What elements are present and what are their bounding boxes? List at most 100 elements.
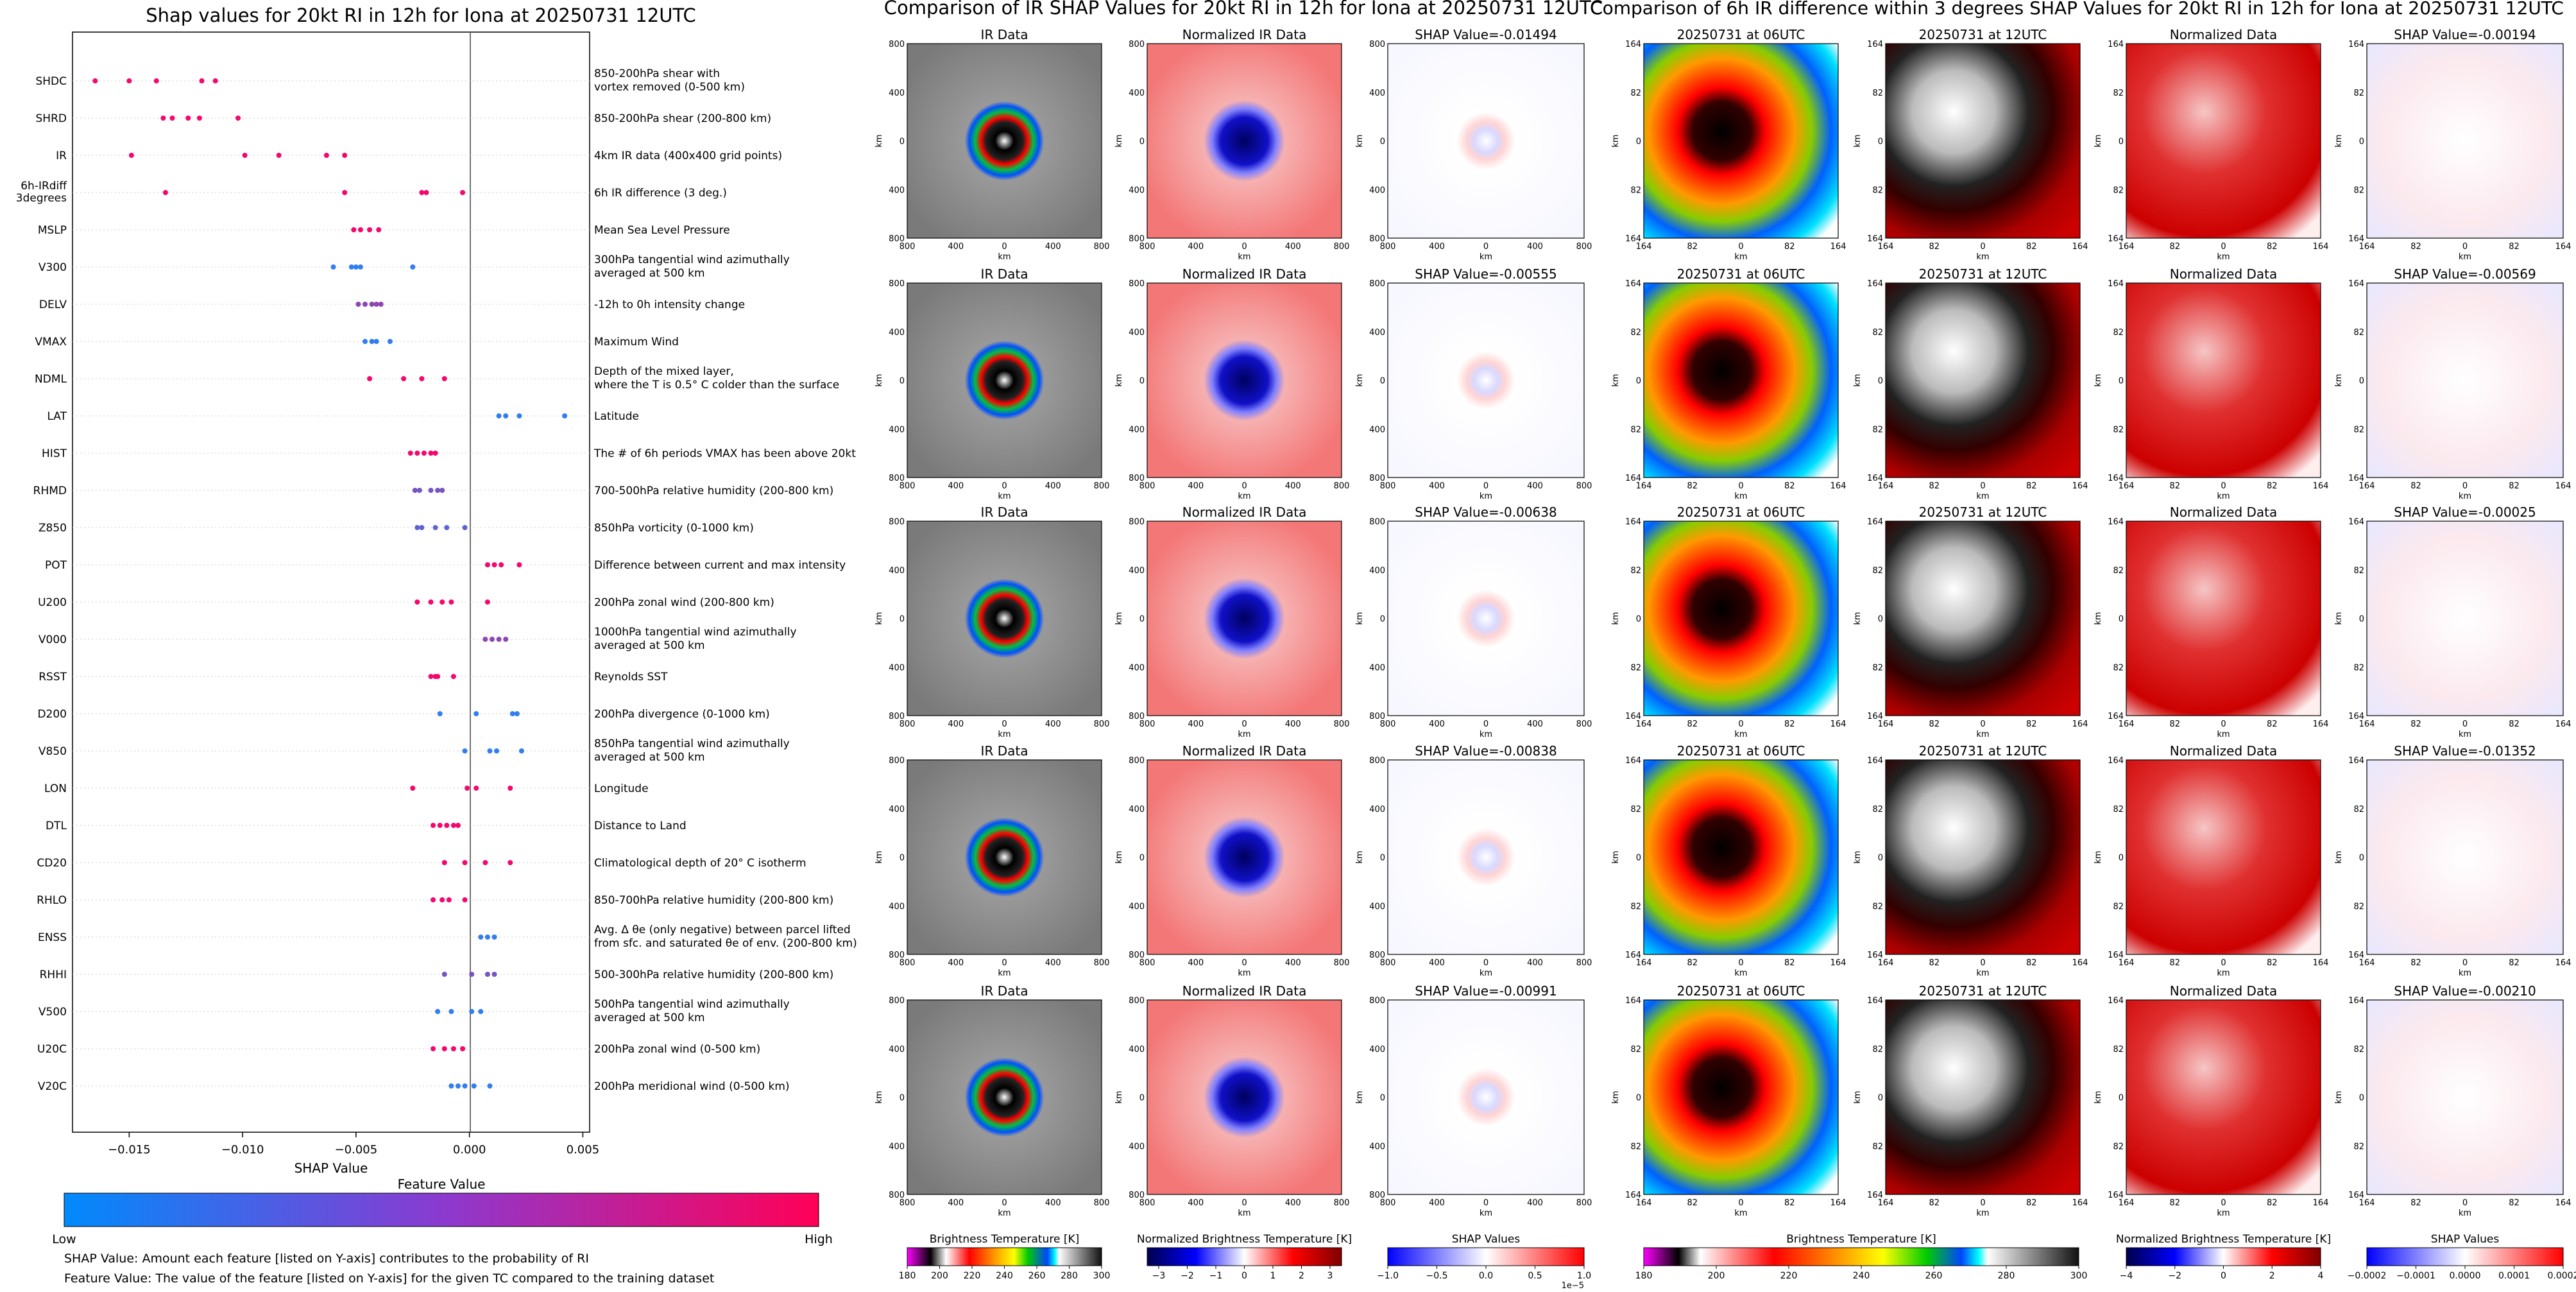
shap-point: [492, 972, 497, 977]
y-tick-label: 0: [2359, 137, 2364, 147]
feature-description: Longitude: [594, 782, 649, 795]
x-tick-label: 82: [2026, 719, 2037, 729]
x-tick-label: 82: [1784, 719, 1795, 729]
colorbar-tick-label: 180: [899, 1271, 916, 1281]
panel-title: IR Data: [981, 504, 1028, 520]
feature-description: 6h IR difference (3 deg.): [594, 187, 727, 200]
x-tick-label: 164: [2555, 958, 2572, 968]
shap-point: [342, 190, 347, 195]
x-tick-label: 82: [1929, 958, 1940, 968]
x-tick-label: 0: [2221, 719, 2226, 729]
shap-point: [422, 451, 427, 456]
shap-point: [367, 376, 372, 381]
y-axis-label: km: [1355, 134, 1365, 147]
x-tick-label: 164: [2072, 719, 2088, 729]
x-tick-label: 0: [1002, 1198, 1007, 1208]
shap-point: [243, 153, 248, 158]
x-tick-label: 0: [2221, 242, 2226, 252]
y-axis-label: km: [874, 134, 884, 147]
x-tick-label: 82: [2410, 719, 2421, 729]
y-tick-label: 164: [2348, 279, 2364, 289]
y-tick-label: 164: [1867, 756, 1883, 766]
colorbar-tick-label: 260: [1925, 1271, 1943, 1281]
x-tick-label: 0: [1002, 958, 1007, 968]
shap-point: [478, 935, 483, 940]
shap-point: [451, 674, 456, 679]
x-axis-label: km: [2217, 492, 2230, 501]
y-tick-label: 0: [1636, 854, 1641, 863]
y-tick-label: 82: [2113, 902, 2124, 911]
y-tick-label: 400: [1369, 89, 1385, 98]
shap-point: [510, 711, 515, 716]
y-tick-label: 800: [1369, 474, 1385, 483]
x-tick-label: 82: [2410, 481, 2421, 491]
y-tick-label: 400: [1129, 663, 1145, 673]
shap-point: [465, 786, 470, 791]
y-tick-label: 0: [1636, 1094, 1641, 1103]
feature-description: 200hPa divergence (0-1000 km): [594, 708, 770, 721]
x-tick-label: 0: [1483, 719, 1488, 729]
x-tick-label: 164: [2313, 1198, 2329, 1208]
feature-label: SHDC: [35, 75, 67, 88]
shap-point: [478, 1009, 483, 1014]
x-tick-label: 400: [948, 242, 964, 252]
feature-label: V850: [38, 745, 67, 758]
y-tick-label: 164: [1625, 996, 1641, 1006]
x-tick-label: 0: [1002, 242, 1007, 252]
y-tick-label: 82: [2353, 663, 2364, 673]
shap-point: [438, 823, 443, 828]
y-tick-label: 0: [2119, 615, 2124, 624]
y-tick-label: 400: [1369, 1142, 1385, 1151]
feature-label: ENSS: [38, 931, 67, 944]
y-tick-label: 400: [1369, 425, 1385, 435]
x-axis-label: km: [1480, 730, 1492, 739]
x-axis-label: km: [1734, 492, 1747, 501]
feature-label: U200: [38, 596, 67, 609]
y-axis-label: km: [2334, 612, 2344, 624]
y-axis-label: km: [2334, 850, 2344, 863]
colorbar-swatch: [1388, 1248, 1584, 1266]
x-tick-label: 164: [2313, 958, 2329, 968]
shap-point: [129, 153, 134, 158]
shap-point: [516, 562, 522, 567]
y-tick-label: 400: [889, 566, 905, 576]
feature-label: V20C: [38, 1080, 67, 1093]
x-tick-label: 164: [2072, 242, 2088, 252]
heatmap-image: [1388, 760, 1584, 954]
x-tick-label: 82: [2267, 481, 2278, 491]
x-tick-label: 0: [1483, 1198, 1488, 1208]
x-tick-label: 82: [1929, 719, 1940, 729]
x-tick-label: 82: [2169, 242, 2180, 252]
x-tick-label: 82: [2026, 242, 2037, 252]
panel-title: 20250731 at 12UTC: [1919, 743, 2047, 759]
panel-title: SHAP Value=-0.01352: [2394, 743, 2536, 759]
x-axis-label: km: [1976, 1209, 1989, 1218]
heatmap-image: [2126, 44, 2321, 238]
shap-point: [423, 190, 429, 195]
x-tick-label: 82: [2026, 958, 2037, 968]
x-tick-label: 164: [2072, 958, 2088, 968]
panel-title: Normalized IR Data: [1182, 266, 1307, 282]
y-tick-label: 164: [2348, 756, 2364, 766]
y-tick-label: 0: [1636, 377, 1641, 386]
panel-title: Normalized IR Data: [1182, 983, 1307, 999]
y-tick-label: 164: [2108, 40, 2124, 49]
colorbar-tick-label: 220: [964, 1271, 981, 1281]
shap-point: [439, 599, 445, 605]
y-tick-label: 400: [889, 1045, 905, 1055]
x-tick-label: 0: [1241, 481, 1247, 491]
heatmap-image: [1147, 521, 1342, 716]
y-tick-label: 82: [2113, 425, 2124, 435]
y-tick-label: 164: [2348, 474, 2364, 483]
feature-label: IR: [56, 150, 67, 162]
x-axis-label: km: [1480, 1209, 1492, 1218]
